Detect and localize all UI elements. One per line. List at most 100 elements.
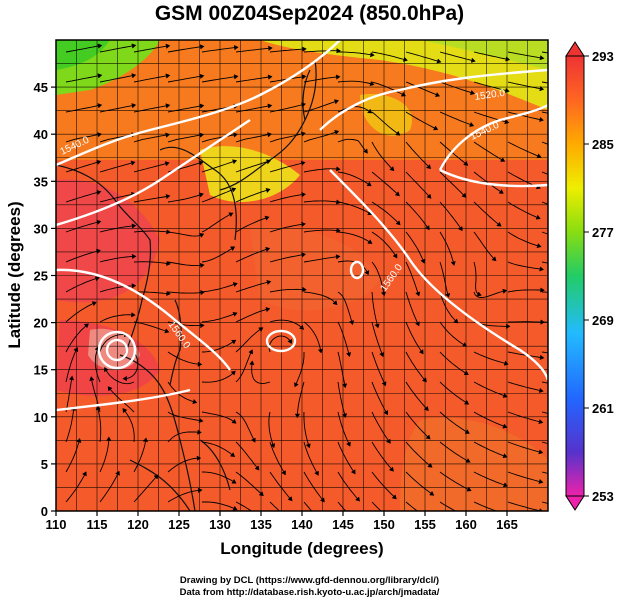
streamline <box>337 80 374 85</box>
streamline <box>133 291 170 295</box>
streamline <box>167 75 204 83</box>
streamline <box>235 308 270 323</box>
streamline <box>167 489 202 503</box>
streamline-arrowhead <box>401 92 406 97</box>
streamline-arrowhead <box>294 382 299 388</box>
streamline-arrowhead <box>461 193 467 198</box>
streamline-arrowhead <box>367 109 373 114</box>
streamline <box>303 441 319 476</box>
y-axis-title: Latitude (degrees) <box>5 201 24 348</box>
streamline-arrowhead <box>536 243 542 249</box>
streamline-arrowhead <box>199 132 205 138</box>
y-tick-label: 15 <box>34 363 48 378</box>
streamline-arrowhead <box>131 223 137 229</box>
streamline-arrowhead <box>300 160 306 166</box>
streamline <box>133 230 170 233</box>
streamline <box>473 231 497 261</box>
colorbar-tick-label: 261 <box>592 401 614 416</box>
streamline <box>235 327 263 353</box>
streamline <box>337 231 372 244</box>
streamline-arrowhead <box>82 471 87 477</box>
x-tick-label: 130 <box>209 517 231 532</box>
streamline-arrowhead <box>539 355 545 360</box>
streamline <box>371 201 401 225</box>
streamline <box>235 247 270 263</box>
streamline <box>507 441 543 454</box>
streamline-arrowhead <box>539 55 545 61</box>
streamline-arrowhead <box>302 46 307 52</box>
streamline <box>507 411 543 423</box>
streamline <box>371 261 385 296</box>
streamline-arrowhead <box>248 349 254 355</box>
streamline-arrowhead <box>335 254 341 260</box>
streamline <box>337 501 347 511</box>
y-tick-label: 25 <box>34 269 48 284</box>
streamline-arrowhead <box>346 441 351 447</box>
streamline <box>65 471 87 503</box>
streamline <box>439 411 470 434</box>
credit-line-1: Drawing by DCL (https://www.gfd-dennou.o… <box>179 575 440 586</box>
streamline <box>201 283 238 293</box>
streamline-arrowhead <box>299 325 305 330</box>
streamline <box>371 171 400 196</box>
streamline <box>235 188 270 203</box>
streamline <box>167 411 203 422</box>
x-tick-label: 135 <box>250 517 272 532</box>
streamline <box>473 201 502 227</box>
streamline-arrowhead <box>505 323 511 329</box>
streamline <box>405 411 431 440</box>
streamline <box>303 291 338 305</box>
streamline <box>371 111 400 136</box>
streamline <box>65 323 89 353</box>
streamline <box>235 47 272 53</box>
x-tick-label: 115 <box>87 517 108 532</box>
y-tick-label: 5 <box>41 457 48 472</box>
colorbar-ticks: 293 285 277 269 261 253 <box>584 49 614 504</box>
streamline <box>371 291 379 328</box>
streamline <box>439 321 467 347</box>
streamline-arrowhead <box>538 419 544 425</box>
streamline-arrowhead <box>198 192 204 198</box>
streamline-arrowhead <box>115 470 120 476</box>
streamline <box>99 225 136 233</box>
streamline-arrowhead <box>539 86 545 92</box>
x-tick-label: 160 <box>455 517 477 532</box>
streamline-arrowhead <box>505 56 511 62</box>
streamline-arrowhead <box>351 469 356 475</box>
streamline <box>507 321 545 323</box>
streamline <box>167 45 204 53</box>
streamline <box>167 261 204 267</box>
streamline-arrowhead <box>420 258 426 264</box>
streamline-arrowhead <box>196 455 202 461</box>
streamline <box>337 441 356 474</box>
streamline <box>371 81 406 97</box>
streamline <box>507 231 541 248</box>
streamline-arrowhead <box>232 311 238 317</box>
streamline <box>507 201 541 219</box>
streamline-arrowhead <box>233 132 238 138</box>
streamline-arrowhead <box>395 191 400 197</box>
streamline-arrowhead <box>502 423 508 429</box>
streamline <box>371 471 397 500</box>
streamline-arrowhead <box>402 57 408 62</box>
streamline-arrowhead <box>335 166 341 172</box>
streamline-arrowhead <box>301 252 306 258</box>
streamline-arrowhead <box>165 103 171 109</box>
streamline <box>65 104 102 113</box>
x-tick-label: 125 <box>168 517 190 532</box>
streamline-arrowhead <box>381 381 387 387</box>
streamline <box>303 321 322 353</box>
streamline <box>251 361 271 384</box>
streamline <box>303 255 340 263</box>
streamline-arrowhead <box>435 92 441 97</box>
streamline <box>303 76 340 83</box>
streamline-arrowhead <box>445 292 451 298</box>
y-tick-label: 40 <box>34 127 48 142</box>
streamline-arrowhead <box>197 361 203 367</box>
streamline-arrowhead <box>199 73 205 79</box>
streamline <box>65 74 102 83</box>
streamline-arrowhead <box>301 74 307 80</box>
streamline <box>337 201 372 215</box>
streamline-arrowhead <box>342 383 348 389</box>
streamline <box>235 216 269 233</box>
